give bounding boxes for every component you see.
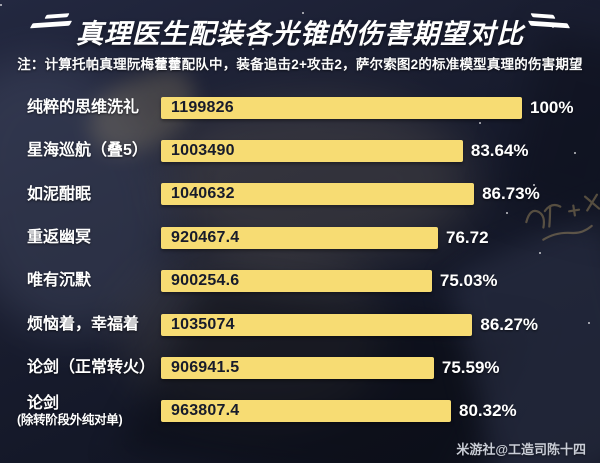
damage-bar: 920467.4 — [161, 226, 438, 249]
percent-label: 75.03% — [439, 271, 498, 291]
percent-label: 76.72 — [446, 227, 489, 247]
damage-value: 1199826 — [171, 98, 234, 116]
lightcone-label: 重返幽冥 — [0, 229, 161, 247]
label-text: 重返幽冥 — [27, 228, 92, 246]
bar-row: 论剑 (除转阶段外纯对单) 963807.4 80.32% — [0, 390, 600, 433]
bar-row: 论剑（正常转火） 906941.5 75.59% — [0, 346, 600, 389]
label-subtext: (除转阶段外纯对单) — [17, 413, 123, 428]
percent-label: 80.32% — [459, 401, 517, 421]
bar-wrap: 1199826 100% — [161, 96, 574, 119]
label-text: 如泥酣眠 — [27, 185, 92, 203]
percent-label: 83.64% — [470, 141, 529, 161]
bar-wrap: 1040632 86.73% — [161, 183, 540, 206]
page-title: 真理医生配装各光锥的伤害期望对比 — [76, 19, 524, 49]
damage-value: 963807.4 — [171, 402, 240, 420]
note-text: 注：计算托帕真理阮梅藿藿配队中，装备追击2+攻击2，萨尔索图2的标准模型真理的伤… — [17, 57, 583, 72]
lightcone-label: 唯有沉默 — [0, 272, 161, 290]
percent-label: 100% — [530, 97, 574, 117]
background-stars — [0, 4, 2, 6]
bar-row: 纯粹的思维洗礼 1199826 100% — [0, 86, 600, 129]
damage-value: 1040632 — [171, 185, 235, 203]
lightcone-label: 烦恼着，幸福着 — [0, 316, 161, 334]
percent-label: 86.27% — [480, 314, 539, 334]
label-text: 烦恼着，幸福着 — [27, 315, 140, 333]
author-watermark: 米游社@工造司陈十四 — [456, 442, 586, 457]
bar-wrap: 906941.5 75.59% — [161, 357, 500, 380]
label-text: 星海巡航（叠5） — [27, 142, 148, 160]
label-text: 纯粹的思维洗礼 — [27, 98, 140, 116]
label-text: 论剑 — [27, 395, 60, 413]
bar-wrap: 920467.4 76.72 — [161, 226, 489, 249]
damage-bar: 1035074 — [161, 313, 473, 336]
label-text: 论剑（正常转火） — [27, 359, 156, 377]
lightcone-label: 论剑 (除转阶段外纯对单) — [0, 395, 161, 427]
bar-row: 唯有沉默 900254.6 75.03% — [0, 260, 600, 303]
damage-value: 1035074 — [171, 315, 235, 333]
lightcone-label: 如泥酣眠 — [0, 186, 161, 204]
label-text: 唯有沉默 — [27, 272, 92, 290]
lightcone-label: 论剑（正常转火） — [0, 359, 161, 377]
damage-bar: 1199826 — [161, 96, 522, 119]
damage-bar: 963807.4 — [161, 400, 451, 423]
damage-bar: 906941.5 — [161, 357, 434, 380]
lightcone-label: 星海巡航（叠5） — [0, 142, 161, 160]
bar-wrap: 1003490 83.64% — [161, 140, 529, 163]
damage-bar: 900254.6 — [161, 270, 432, 293]
damage-bar: 1040632 — [161, 183, 475, 206]
percent-label: 75.59% — [441, 358, 500, 378]
damage-value: 920467.4 — [171, 228, 240, 246]
damage-value: 1003490 — [171, 142, 235, 160]
bar-wrap: 900254.6 75.03% — [161, 270, 498, 293]
bar-wrap: 1035074 86.27% — [161, 313, 539, 336]
bar-row: 重返幽冥 920467.4 76.72 — [0, 216, 600, 259]
lightcone-label: 纯粹的思维洗礼 — [0, 99, 161, 117]
bar-wrap: 963807.4 80.32% — [161, 400, 517, 423]
bar-row: 如泥酣眠 1040632 86.73% — [0, 173, 600, 216]
bar-row: 烦恼着，幸福着 1035074 86.27% — [0, 303, 600, 346]
percent-label: 86.73% — [482, 184, 540, 204]
damage-value: 906941.5 — [171, 359, 240, 377]
bar-chart: 纯粹的思维洗礼 1199826 100% 星海巡航（叠5） 1003490 83… — [0, 86, 600, 433]
bar-row: 星海巡航（叠5） 1003490 83.64% — [0, 129, 600, 172]
damage-bar: 1003490 — [161, 140, 463, 163]
damage-value: 900254.6 — [171, 272, 240, 290]
